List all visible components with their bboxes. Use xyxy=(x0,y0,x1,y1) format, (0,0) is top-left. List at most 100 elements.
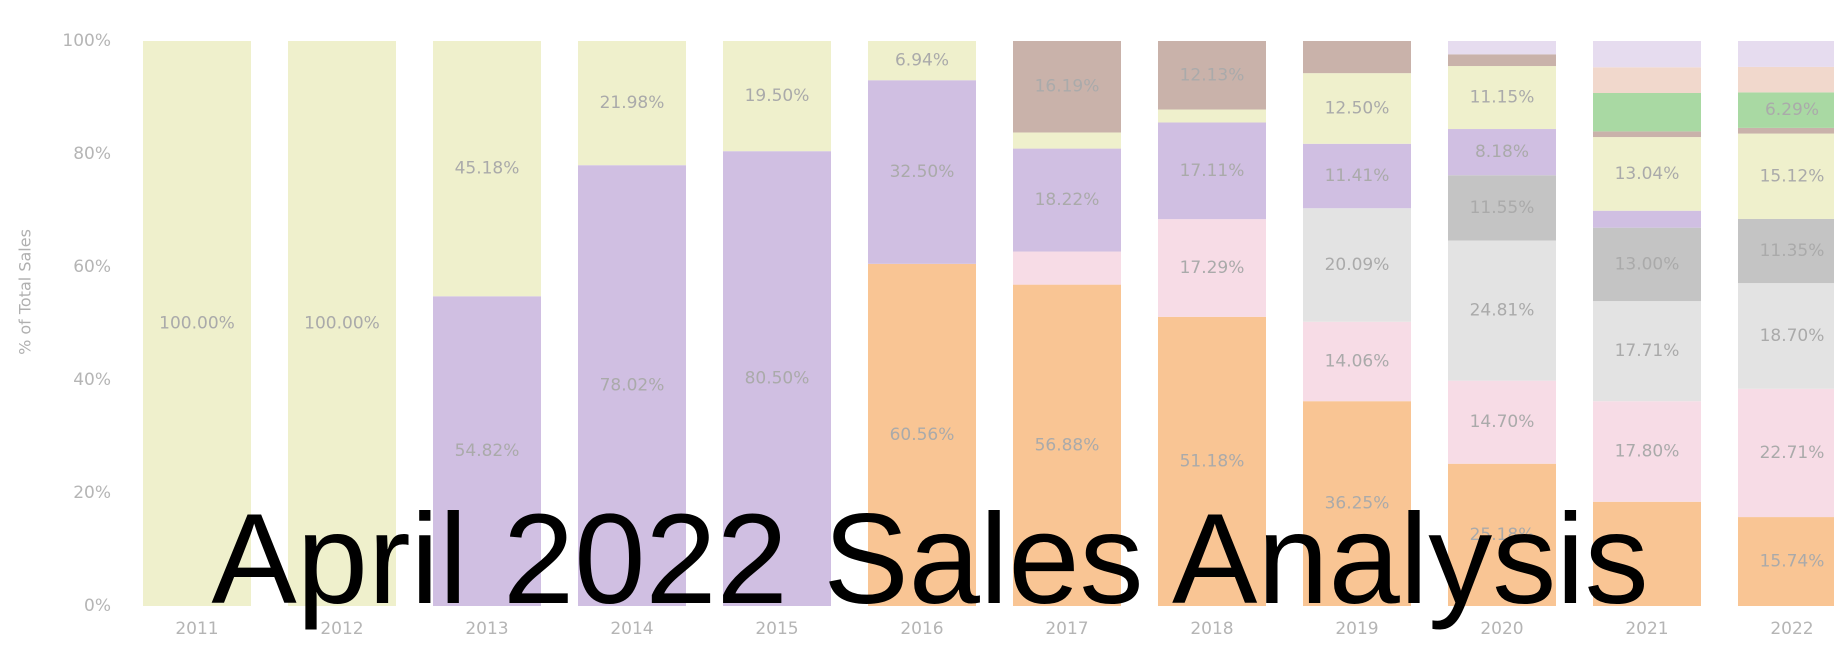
bar-segment xyxy=(578,165,686,606)
bar-segment xyxy=(1738,41,1834,67)
data-label: 15.12% xyxy=(1760,166,1825,186)
bar-segment xyxy=(1013,251,1121,285)
bar-segment xyxy=(1158,109,1266,123)
data-label: 11.55% xyxy=(1470,198,1535,218)
y-tick-label: 20% xyxy=(73,483,111,503)
data-label: 21.98% xyxy=(600,93,665,113)
data-label: 12.13% xyxy=(1180,65,1245,85)
x-tick-label: 2020 xyxy=(1480,619,1523,639)
bar-segment xyxy=(1593,137,1701,211)
data-label: 11.41% xyxy=(1325,166,1390,186)
bar-segment xyxy=(1448,240,1556,381)
bar-segment xyxy=(1303,41,1411,74)
data-label: 100.00% xyxy=(304,314,380,334)
data-label: 11.15% xyxy=(1470,88,1535,108)
bar-segment xyxy=(868,80,976,264)
y-axis-title: % of Total Sales xyxy=(16,229,35,355)
data-label: 18.22% xyxy=(1035,190,1100,210)
bar-segment xyxy=(1158,219,1266,317)
data-label: 14.06% xyxy=(1325,351,1390,371)
data-label: 18.70% xyxy=(1760,326,1825,346)
x-tick-label: 2011 xyxy=(175,619,218,639)
bar-segment xyxy=(1013,148,1121,252)
data-label: 16.19% xyxy=(1035,77,1100,97)
chart-title: April 2022 Sales Analysis xyxy=(211,488,1648,631)
bar-segment xyxy=(1158,41,1266,110)
data-label: 80.50% xyxy=(745,369,810,389)
data-label: 20.09% xyxy=(1325,255,1390,275)
bar-segment xyxy=(1013,132,1121,149)
bar-segment xyxy=(578,41,686,166)
x-tick-label: 2017 xyxy=(1045,619,1088,639)
x-tick-label: 2015 xyxy=(755,619,798,639)
y-tick-label: 100% xyxy=(62,31,111,51)
data-label: 54.82% xyxy=(455,441,520,461)
x-tick-label: 2022 xyxy=(1770,619,1813,639)
bar-segment xyxy=(1738,218,1834,284)
data-label: 6.29% xyxy=(1765,100,1819,120)
bar-segment xyxy=(433,296,541,606)
bar-segment xyxy=(1303,321,1411,402)
data-label: 11.35% xyxy=(1760,241,1825,261)
data-label: 15.74% xyxy=(1760,552,1825,572)
bar-segment xyxy=(143,41,251,606)
data-label: 51.18% xyxy=(1180,451,1245,471)
bar-segment xyxy=(288,41,396,606)
bar-segment xyxy=(1013,284,1121,606)
bar-segment xyxy=(868,263,976,606)
bar-segment xyxy=(1593,301,1701,402)
data-label: 17.80% xyxy=(1615,441,1680,461)
data-label: 56.88% xyxy=(1035,435,1100,455)
x-tick-label: 2019 xyxy=(1335,619,1378,639)
data-label: 8.18% xyxy=(1475,142,1529,162)
x-tick-label: 2018 xyxy=(1190,619,1233,639)
bar-segment xyxy=(1738,388,1834,518)
bar-segment xyxy=(1593,41,1701,68)
bar-segment xyxy=(1013,41,1121,133)
data-label: 24.81% xyxy=(1470,301,1535,321)
bar-segment xyxy=(1593,210,1701,228)
data-label: 6.94% xyxy=(895,51,949,71)
data-label: 100.00% xyxy=(159,314,235,334)
x-tick-label: 2014 xyxy=(610,619,653,639)
bar-segment xyxy=(1448,175,1556,241)
bar-segment xyxy=(1593,67,1701,93)
bar-segment xyxy=(1448,380,1556,464)
bar-segment xyxy=(433,41,541,297)
y-tick-label: 40% xyxy=(73,370,111,390)
data-label: 13.04% xyxy=(1615,164,1680,184)
data-label: 12.50% xyxy=(1325,98,1390,118)
data-label: 17.71% xyxy=(1615,341,1680,361)
bar-segment xyxy=(1738,283,1834,389)
bar-segment xyxy=(1303,401,1411,606)
bar-segment xyxy=(1738,127,1834,134)
bar-segment xyxy=(868,41,976,81)
bar-segment xyxy=(1303,208,1411,322)
x-tick-label: 2016 xyxy=(900,619,943,639)
bar-segment xyxy=(1448,66,1556,130)
data-label: 13.00% xyxy=(1615,254,1680,274)
bar-segment xyxy=(1593,501,1701,606)
bar-segment xyxy=(1303,73,1411,144)
data-label: 25.18% xyxy=(1470,525,1535,545)
bar-segment xyxy=(1303,143,1411,209)
y-tick-label: 80% xyxy=(73,144,111,164)
bar-segment xyxy=(1158,122,1266,220)
x-tick-label: 2021 xyxy=(1625,619,1668,639)
bar-segment xyxy=(1738,92,1834,128)
x-tick-label: 2013 xyxy=(465,619,508,639)
data-label: 17.11% xyxy=(1180,161,1245,181)
bar-segment xyxy=(1593,131,1701,138)
bar-segment xyxy=(1448,54,1556,67)
bar-segment xyxy=(1593,401,1701,502)
bar-segment xyxy=(1593,92,1701,132)
bar-segment xyxy=(1158,316,1266,606)
data-label: 22.71% xyxy=(1760,443,1825,463)
bar-segment xyxy=(723,41,831,152)
bar-segment xyxy=(723,151,831,607)
bar-segment xyxy=(1738,66,1834,93)
bar-segment xyxy=(1448,463,1556,606)
x-tick-label: 2012 xyxy=(320,619,363,639)
data-label: 19.50% xyxy=(745,86,810,106)
